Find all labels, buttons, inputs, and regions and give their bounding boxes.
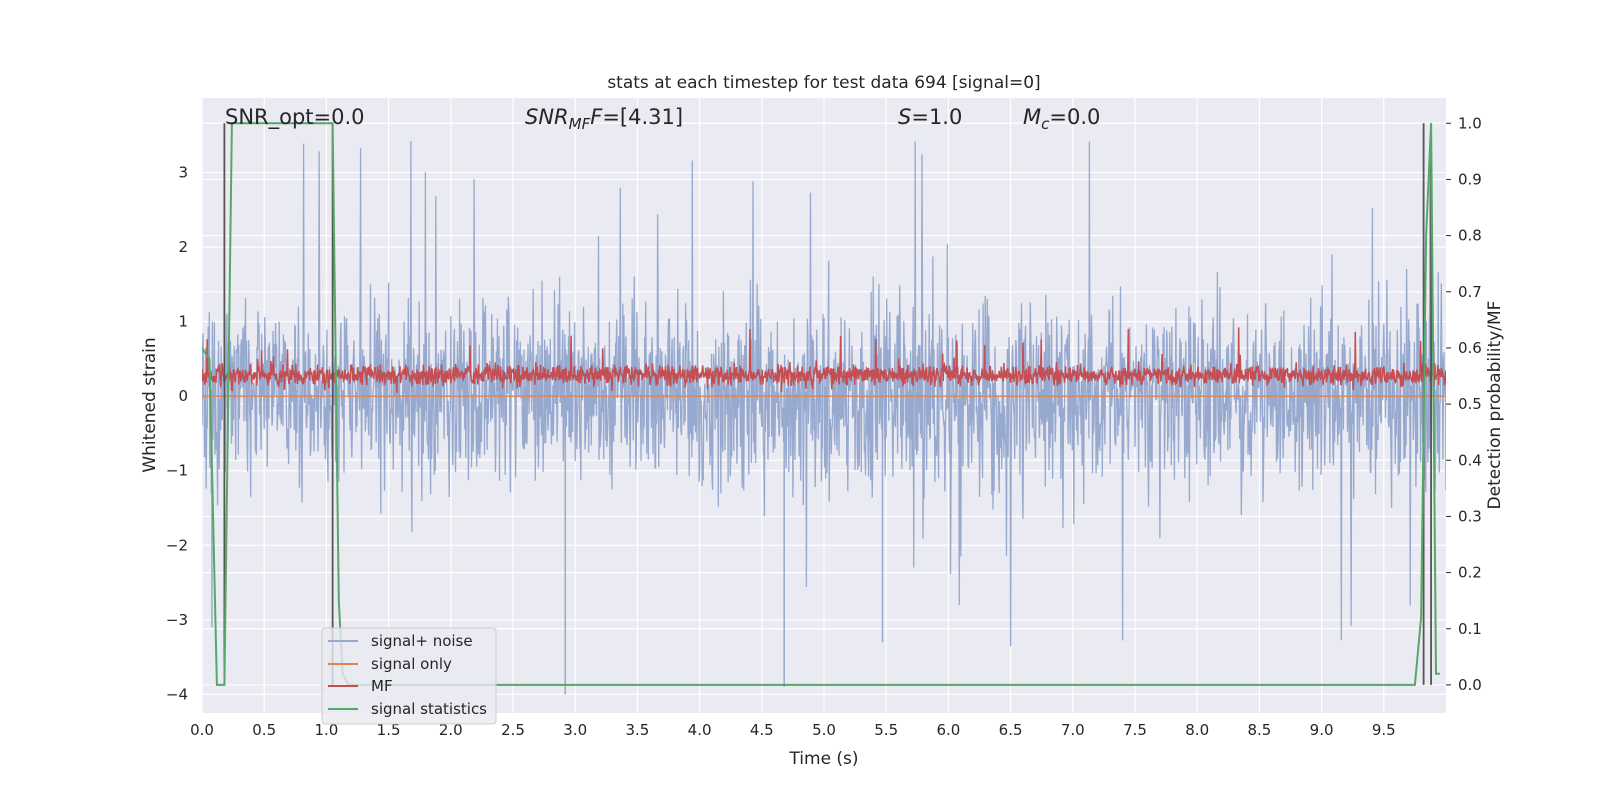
series-signal-noise bbox=[202, 140, 1446, 647]
y-tick-label: 3 bbox=[178, 164, 188, 182]
x-tick-label: 9.5 bbox=[1372, 721, 1396, 739]
y2-tick-label: 0.1 bbox=[1458, 620, 1482, 638]
snr-mf-base: SNR bbox=[525, 105, 569, 129]
snr-mf-f: F bbox=[590, 105, 603, 129]
x-tick-label: 8.0 bbox=[1185, 721, 1209, 739]
x-tick-label: 5.5 bbox=[874, 721, 898, 739]
y-axis-left: 3 2 1 0 −1 −2 −3 −4 bbox=[166, 164, 188, 704]
annotation-snr-opt: SNR_opt=0.0 bbox=[225, 105, 365, 130]
y2-tick-label: 0.6 bbox=[1458, 339, 1482, 357]
legend-box bbox=[321, 627, 497, 725]
mc-base: M bbox=[1023, 105, 1041, 129]
y2-tick-label: 0.4 bbox=[1458, 451, 1482, 469]
legend: signal+ noise signal only MF signal stat… bbox=[321, 627, 497, 725]
x-tick-label: 5.0 bbox=[812, 721, 836, 739]
annotation-mc: Mc=0.0 bbox=[1023, 105, 1100, 133]
x-tick-label: 4.0 bbox=[688, 721, 712, 739]
s-value: =1.0 bbox=[911, 105, 962, 129]
chart-title: stats at each timestep for test data 694… bbox=[607, 73, 1040, 93]
x-axis: 0.0 0.5 1.0 1.5 2.0 2.5 3.0 3.5 4.0 4.5 5.0 5.5 6.0 6… bbox=[190, 721, 1396, 739]
x-tick-label: 4.5 bbox=[750, 721, 774, 739]
x-tick-label: 7.5 bbox=[1123, 721, 1147, 739]
legend-label-signal-noise: signal+ noise bbox=[371, 632, 473, 650]
annotation-snr-mf: SNRMFF=[4.31] bbox=[525, 105, 683, 133]
x-tick-label: 0.5 bbox=[252, 721, 276, 739]
y-tick-label: −4 bbox=[166, 685, 188, 703]
x-tick-label: 9.0 bbox=[1310, 721, 1334, 739]
x-axis-label: Time (s) bbox=[788, 749, 858, 769]
snr-mf-sub: MF bbox=[569, 115, 591, 133]
y2-tick-label: 0.2 bbox=[1458, 564, 1482, 582]
legend-label-signal-only: signal only bbox=[371, 655, 452, 673]
y-tick-label: 2 bbox=[178, 238, 188, 256]
y2-axis-label: Detection probability/MF bbox=[1485, 301, 1505, 510]
x-tick-label: 2.0 bbox=[439, 721, 463, 739]
series-mf bbox=[202, 327, 1446, 393]
y-tick-label: −2 bbox=[166, 536, 188, 554]
y2-tick-label: 0.7 bbox=[1458, 283, 1482, 301]
legend-label-signal-statistics: signal statistics bbox=[371, 700, 487, 718]
x-tick-label: 7.0 bbox=[1061, 721, 1085, 739]
x-tick-label: 1.5 bbox=[377, 721, 401, 739]
y-tick-label: 0 bbox=[178, 387, 188, 405]
y-tick-label: −3 bbox=[166, 611, 188, 629]
annotation-s: S=1.0 bbox=[898, 105, 962, 129]
mc-value: =0.0 bbox=[1049, 105, 1100, 129]
y2-tick-label: 1.0 bbox=[1458, 114, 1482, 132]
x-tick-label: 6.0 bbox=[936, 721, 960, 739]
y2-tick-label: 0.9 bbox=[1458, 170, 1482, 188]
snr-mf-value: =[4.31] bbox=[602, 105, 683, 129]
y2-tick-label: 0.0 bbox=[1458, 676, 1482, 694]
y2-tick-label: 0.3 bbox=[1458, 507, 1482, 525]
legend-label-mf: MF bbox=[371, 677, 393, 695]
x-tick-label: 3.5 bbox=[625, 721, 649, 739]
y2-tick-label: 0.8 bbox=[1458, 227, 1482, 245]
y-axis-label: Whitened strain bbox=[140, 337, 160, 472]
x-tick-label: 1.0 bbox=[314, 721, 338, 739]
x-tick-label: 3.0 bbox=[563, 721, 587, 739]
y2-tick-label: 0.5 bbox=[1458, 395, 1482, 413]
y-axis-right: 1.0 0.9 0.8 0.7 0.6 0.5 0.4 0.3 0.2 0.1 0.0 bbox=[1446, 114, 1482, 694]
x-tick-label: 2.5 bbox=[501, 721, 525, 739]
x-tick-label: 0.0 bbox=[190, 721, 214, 739]
x-tick-label: 8.5 bbox=[1247, 721, 1271, 739]
s-label: S bbox=[898, 105, 911, 129]
y-tick-label: 1 bbox=[178, 313, 188, 331]
x-tick-label: 6.5 bbox=[999, 721, 1023, 739]
mc-sub: c bbox=[1041, 115, 1050, 133]
y-tick-label: −1 bbox=[166, 462, 188, 480]
